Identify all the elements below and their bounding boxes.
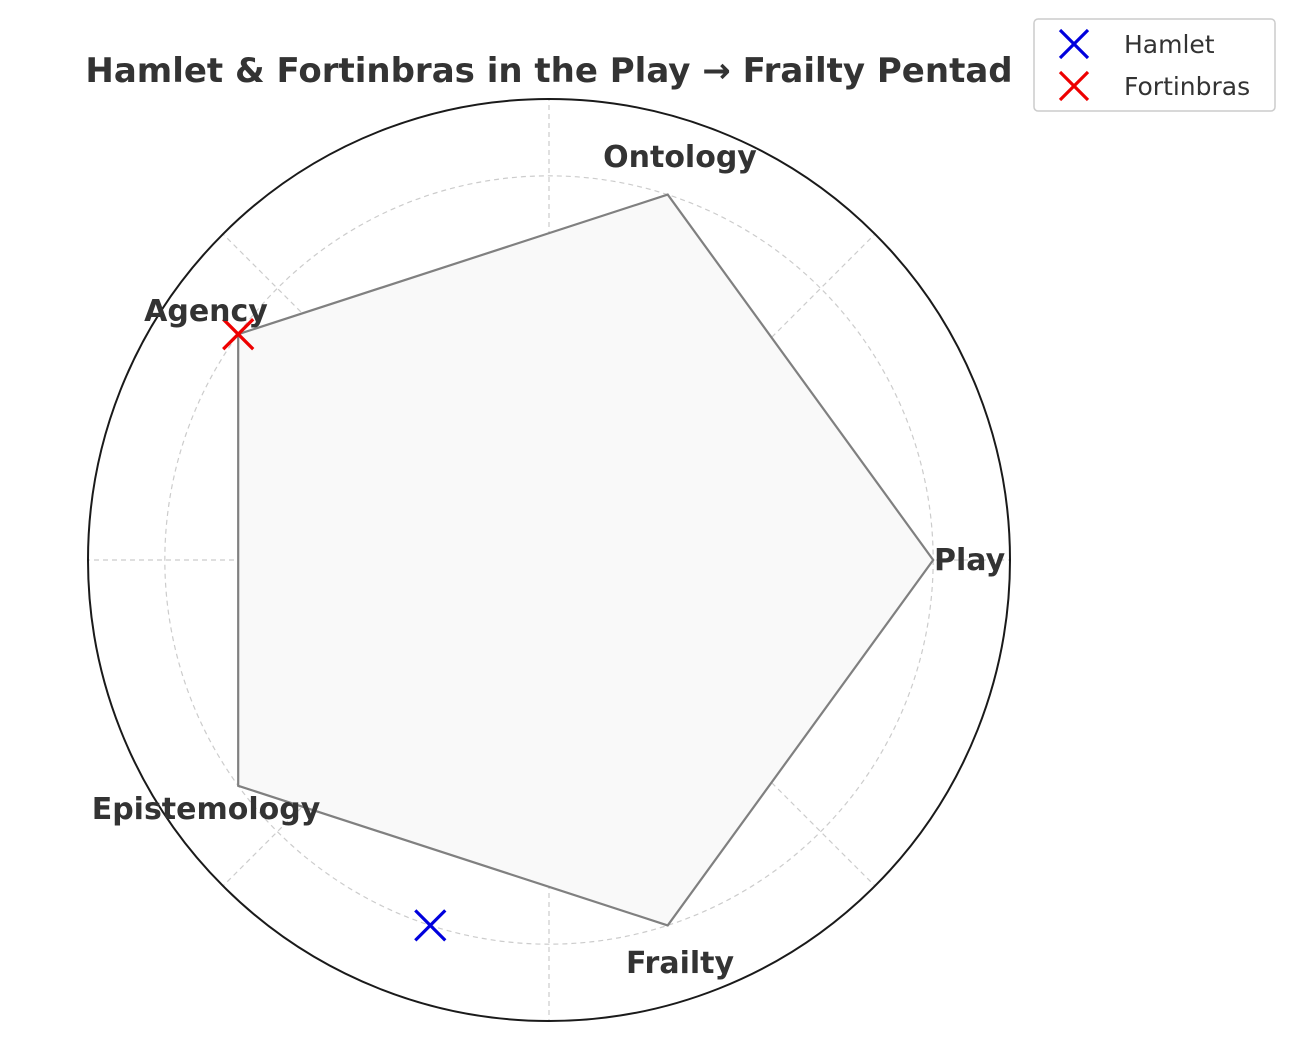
- axis-label-epistemology: Epistemology: [92, 792, 321, 827]
- axis-label-ontology: Ontology: [603, 140, 757, 175]
- axis-label-play: Play: [934, 543, 1006, 578]
- axis-label-agency: Agency: [144, 294, 268, 329]
- legend: Hamlet Fortinbras: [1034, 19, 1275, 111]
- axis-label-frailty: Frailty: [626, 946, 735, 981]
- legend-label-hamlet: Hamlet: [1124, 30, 1215, 59]
- frailty-pentagon: [238, 195, 933, 926]
- marker-hamlet: [415, 910, 445, 940]
- legend-label-fortinbras: Fortinbras: [1124, 72, 1250, 101]
- data-layer: [223, 195, 933, 941]
- chart-title: Hamlet & Fortinbras in the Play → Frailt…: [85, 51, 1012, 91]
